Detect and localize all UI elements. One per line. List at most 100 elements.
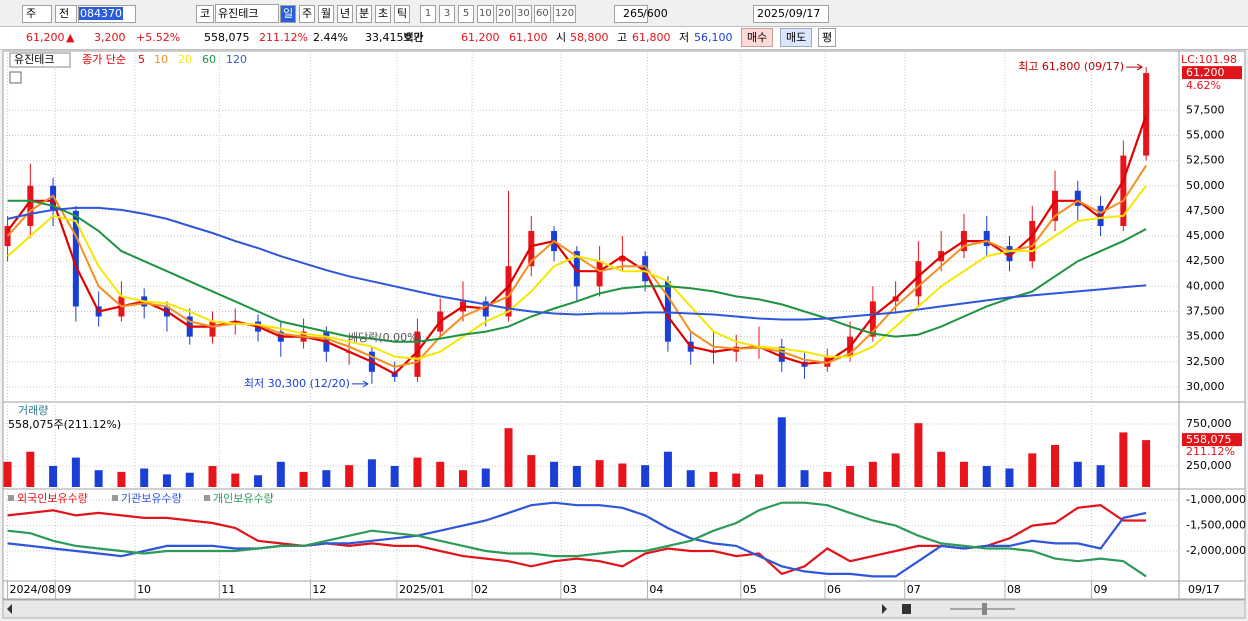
- legend-entry: 5: [138, 53, 145, 66]
- stock-name[interactable]: 유진테크: [215, 4, 279, 23]
- moving-average: [7, 206, 1147, 321]
- legend-entry: 20: [178, 53, 192, 66]
- volume-bar: [891, 453, 900, 487]
- sell-button[interactable]: 매도: [780, 28, 813, 47]
- volume-bar: [1051, 445, 1060, 487]
- scroll-left[interactable]: [7, 604, 12, 614]
- legend-entry: 외국인보유수량: [17, 492, 88, 505]
- period-button[interactable]: 틱: [394, 5, 411, 23]
- info-bar: [0, 27, 1248, 50]
- candle-body: [4, 225, 11, 247]
- y-tick-label: -1,500,000: [1186, 519, 1246, 532]
- x-tick-label: 02: [474, 583, 488, 596]
- period-button[interactable]: 년: [337, 5, 354, 23]
- volume-bar: [299, 471, 308, 487]
- candle-body: [596, 261, 603, 287]
- x-tick-label: 11: [221, 583, 235, 596]
- candle-body: [619, 256, 626, 262]
- volume-bar: [94, 470, 103, 487]
- scrollbar[interactable]: [2, 599, 1246, 619]
- legend-box: [9, 52, 71, 68]
- prev-button[interactable]: 전: [55, 5, 77, 23]
- candle-body: [642, 256, 649, 282]
- legend-entry: 10: [154, 53, 168, 66]
- volume-bar: [755, 474, 764, 487]
- volume-bar: [800, 470, 809, 487]
- code-type[interactable]: 코: [196, 5, 215, 23]
- high-annotation: 최고 61,800 (09/17): [1018, 60, 1124, 73]
- volume-bar: [732, 473, 741, 487]
- legend-swatch: [112, 495, 118, 501]
- quote-label: 호가: [403, 31, 424, 44]
- open-label: 시: [556, 31, 567, 44]
- volume-bar: [1119, 432, 1128, 487]
- period-button[interactable]: 주: [299, 5, 316, 23]
- x-tick-label: 09: [1093, 583, 1107, 596]
- volume-bar: [868, 461, 877, 487]
- market-select[interactable]: 주: [22, 5, 52, 23]
- volume-bar: [1096, 465, 1105, 487]
- candle-body: [505, 266, 512, 317]
- volume-bar: [527, 455, 536, 487]
- candle-body: [27, 185, 34, 226]
- volume-bar: [140, 468, 149, 487]
- legend-entry: 기관보유수량: [121, 492, 182, 505]
- period-button[interactable]: 초: [375, 5, 392, 23]
- volume-bar: [914, 423, 923, 487]
- volume-bar: [231, 473, 240, 487]
- period-button[interactable]: 분: [356, 5, 373, 23]
- legend-prefix: 종가 단순: [82, 53, 126, 66]
- y-tick-label: 52,500: [1186, 154, 1225, 167]
- y-tick-label: 40,000: [1186, 279, 1225, 292]
- y-tick-label: 42,500: [1186, 254, 1225, 267]
- candle-body: [1120, 155, 1127, 226]
- candle-body: [983, 231, 990, 247]
- panel-subtitle: 558,075주(211.12%): [8, 418, 121, 431]
- zoom-thumb[interactable]: [982, 603, 987, 615]
- bid: 61,100: [509, 31, 548, 44]
- volume-bar: [504, 428, 513, 487]
- volume-bar: [641, 465, 650, 487]
- interval-button[interactable]: 60: [534, 5, 551, 23]
- volume-bar: [436, 461, 445, 487]
- volume-bar: [982, 466, 991, 487]
- x-tick-label: 07: [907, 583, 921, 596]
- interval-button[interactable]: 30: [515, 5, 532, 23]
- x-tick-label: 03: [563, 583, 577, 596]
- dividend-annotation: 배당락(0.00%): [348, 331, 422, 344]
- settings-icon[interactable]: [9, 71, 22, 84]
- interval-button[interactable]: 120: [553, 5, 577, 23]
- scroll-right[interactable]: [882, 604, 887, 614]
- interval-button[interactable]: 3: [439, 5, 455, 23]
- code-input[interactable]: 084370: [78, 5, 136, 23]
- interval-button[interactable]: 20: [496, 5, 513, 23]
- legend-entry: 60: [202, 53, 216, 66]
- buy-button[interactable]: 매수: [741, 28, 774, 47]
- amount: 33,415백만: [365, 31, 424, 44]
- last-volume-label: 558,075: [1186, 433, 1232, 446]
- low: 56,100: [694, 31, 733, 44]
- volume-bar: [572, 466, 581, 487]
- avg-button[interactable]: 평: [818, 28, 837, 47]
- volume-bar: [117, 471, 126, 487]
- date-input[interactable]: 2025/09/17: [753, 5, 829, 23]
- count-input[interactable]: 265: [614, 5, 648, 23]
- legend-swatch: [204, 495, 210, 501]
- interval-button[interactable]: 10: [477, 5, 494, 23]
- volume-bar: [367, 459, 376, 487]
- interval-button[interactable]: 1: [420, 5, 436, 23]
- x-tick-label: 04: [649, 583, 663, 596]
- stop-button[interactable]: [902, 604, 911, 614]
- y-tick-label: 50,000: [1186, 179, 1225, 192]
- period-button[interactable]: 월: [318, 5, 335, 23]
- low-label: 저: [679, 31, 690, 44]
- y-tick-label: 250,000: [1186, 459, 1232, 472]
- change-label: 4.62%: [1186, 79, 1221, 92]
- volume-bar: [846, 466, 855, 487]
- interval-button[interactable]: 5: [458, 5, 474, 23]
- period-button[interactable]: 일: [280, 5, 297, 23]
- x-tick-label: 09: [57, 583, 71, 596]
- y-tick-label: 750,000: [1186, 417, 1232, 430]
- y-tick-label: 32,500: [1186, 355, 1225, 368]
- candle-body: [915, 261, 922, 297]
